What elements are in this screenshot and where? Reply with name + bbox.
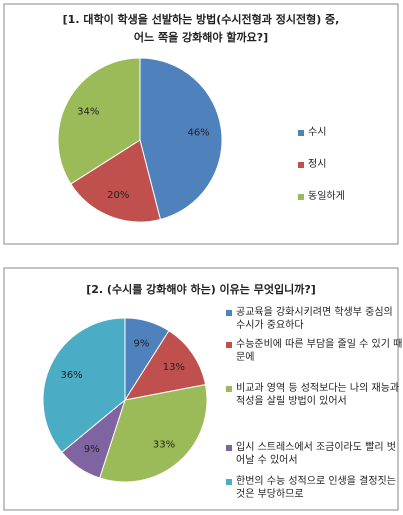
pie-slice: [99, 384, 208, 483]
legend-swatch: [226, 310, 232, 316]
pie-slice: [70, 139, 162, 223]
legend-label: 수능준비에 따른 부담을 줄일 수 있기 때문에: [236, 339, 403, 363]
pie-slice: [57, 57, 141, 185]
legend-swatch: [298, 130, 304, 136]
legend-swatch: [226, 386, 232, 392]
legend-label: 공교육을 강화시키려면 학생부 중심의 수시가 중요하다: [236, 307, 393, 331]
legend-label: 수시: [308, 127, 327, 138]
legend-swatch: [298, 162, 304, 168]
legend-label: 동일하게: [308, 191, 345, 202]
data-label: 9%: [84, 444, 100, 455]
legend-swatch: [298, 194, 304, 200]
data-label: 36%: [60, 370, 82, 381]
legend-swatch: [226, 479, 232, 485]
pie-slice: [123, 330, 207, 401]
data-label: 34%: [77, 107, 99, 118]
data-label: 20%: [107, 190, 129, 201]
legend-swatch: [226, 445, 232, 451]
chart-title: [2. (수시를 강화해야 하는) 이유는 무엇입니까?]: [86, 282, 316, 296]
chart-title: 어느 쪽을 강화해야 할까요?]: [134, 30, 268, 44]
legend-swatch: [226, 342, 232, 348]
chart-frame: [3, 267, 399, 511]
legend-label: 비교과 영역 등 성적보다는 나의 재능과 적성을 살릴 방법이 있어서: [236, 383, 400, 407]
pie-slice: [42, 317, 126, 453]
data-label: 33%: [153, 439, 175, 450]
data-label: 9%: [134, 338, 150, 349]
data-label: 13%: [163, 362, 185, 373]
data-label: 46%: [187, 128, 209, 139]
legend-label: 입시 스트레스에서 조금이라도 빨리 벗어날 수 있어서: [236, 442, 396, 466]
chart-frame: [3, 3, 399, 245]
pie-slice: [139, 57, 223, 221]
legend-label: 한번의 수능 성적으로 인생을 결정짓는 것은 부당하므로: [236, 476, 396, 500]
legend-label: 정시: [308, 159, 327, 170]
chart-title: [1. 대학이 학생을 선발하는 방법(수시전형과 정시전형) 중,: [63, 12, 340, 26]
